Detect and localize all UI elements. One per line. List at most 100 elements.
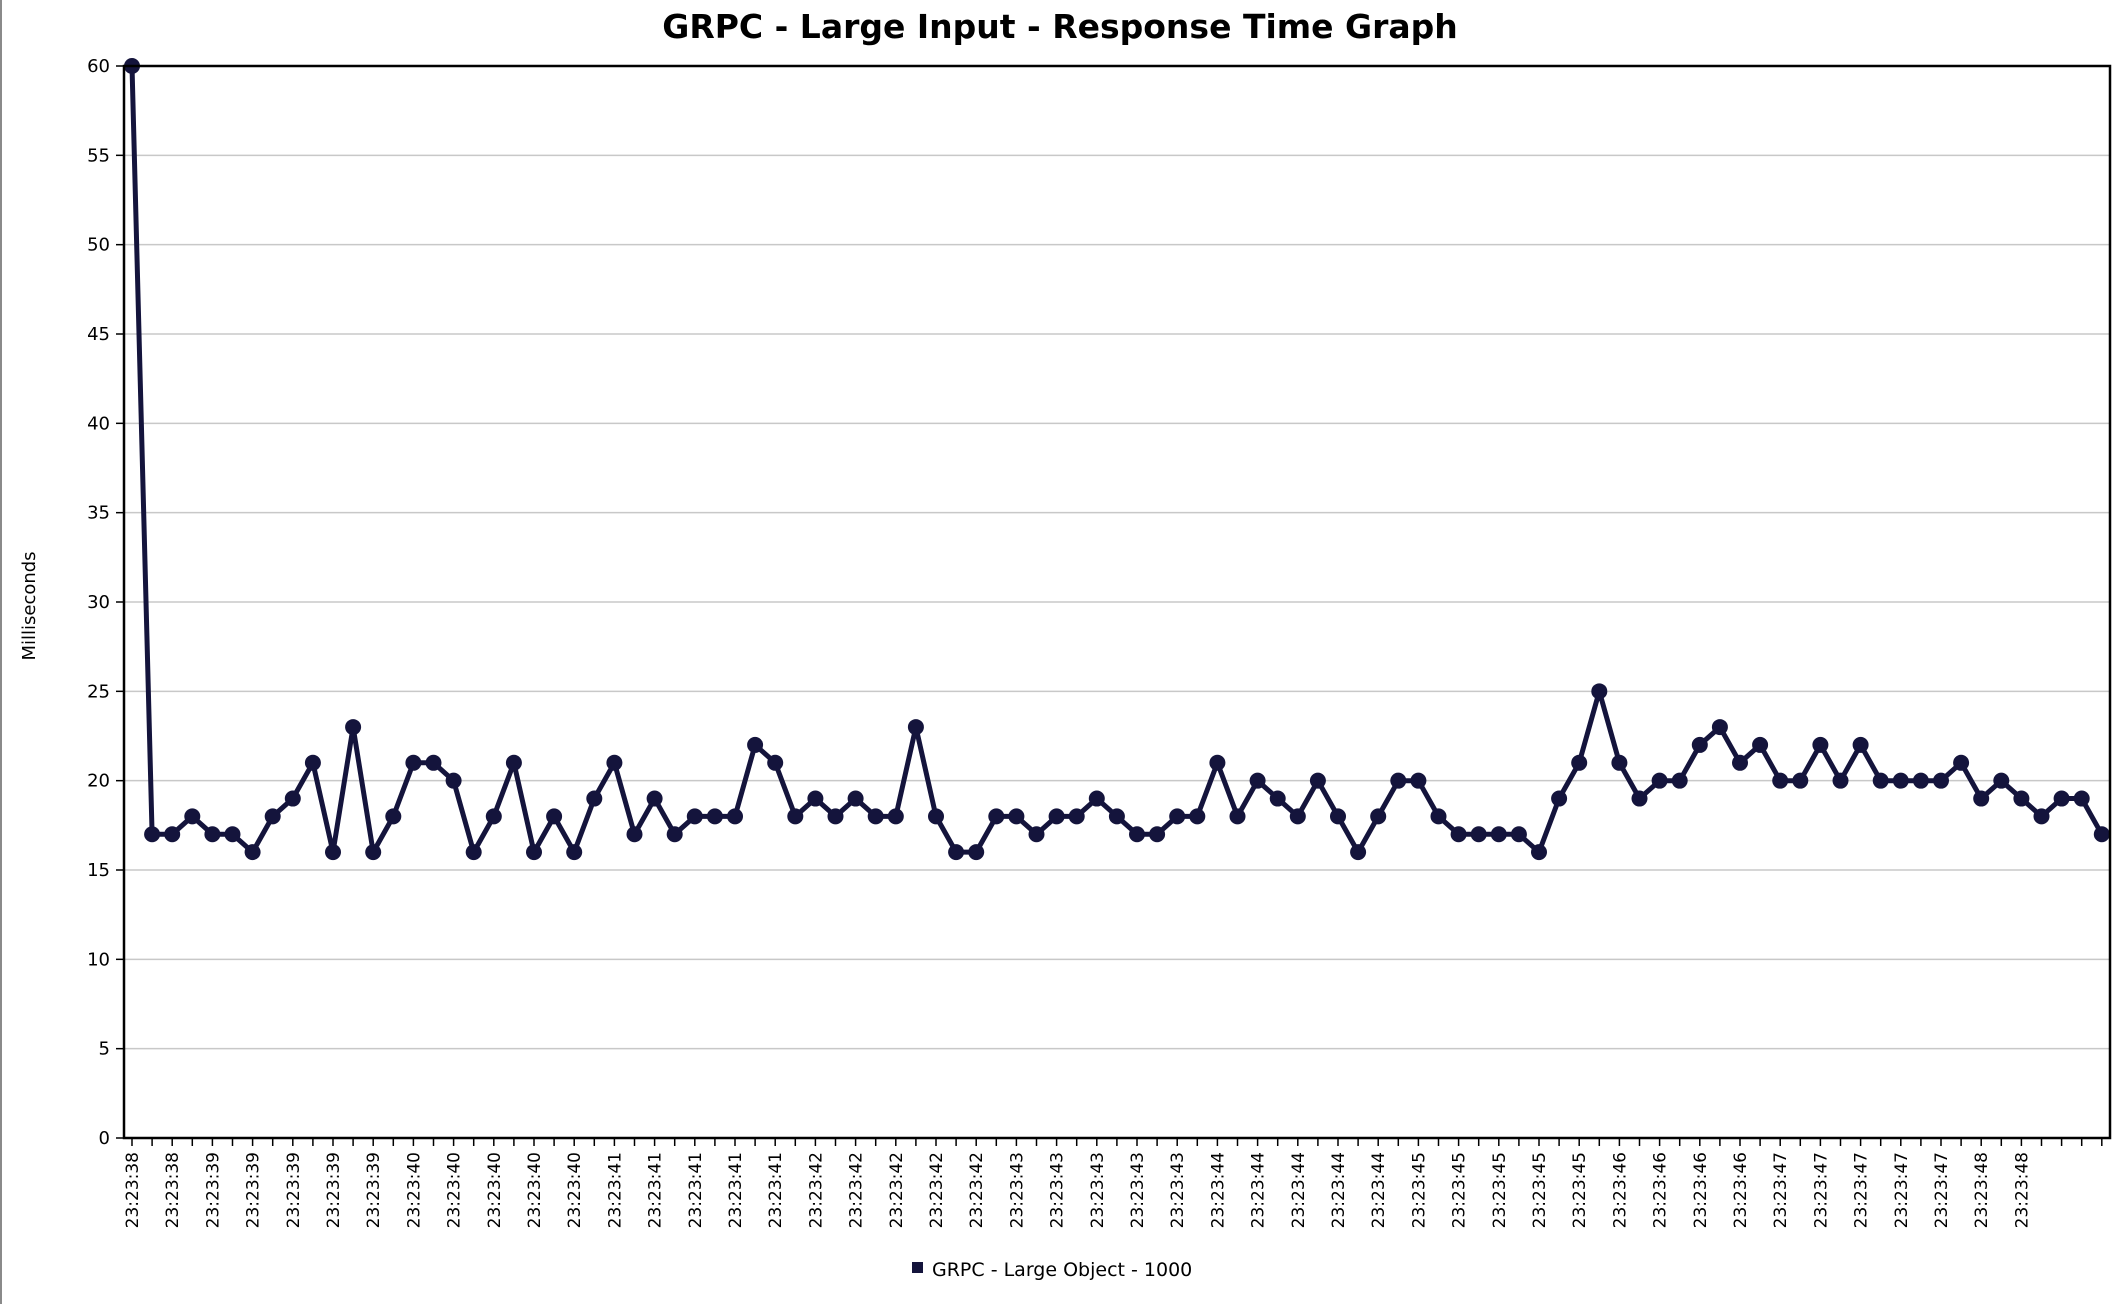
data-point (284, 790, 301, 807)
data-point (1390, 772, 1407, 789)
data-point (1912, 772, 1929, 789)
data-point (1711, 719, 1728, 736)
data-point (606, 754, 623, 771)
x-tick-label: 23:23:41 (766, 1152, 786, 1228)
data-point (1993, 772, 2010, 789)
data-point (1350, 844, 1367, 861)
data-point (767, 754, 784, 771)
data-point (1832, 772, 1849, 789)
left-border (0, 0, 2, 1304)
data-point (887, 808, 904, 825)
data-point (1430, 808, 1447, 825)
data-point (1510, 826, 1527, 843)
x-tick-label: 23:23:41 (605, 1152, 625, 1228)
x-tick-label: 23:23:40 (565, 1152, 585, 1228)
x-tick-label: 23:23:39 (244, 1152, 264, 1228)
data-point (988, 808, 1005, 825)
data-point (2053, 790, 2070, 807)
data-point (144, 826, 161, 843)
x-tick-label: 23:23:48 (2012, 1152, 2032, 1228)
data-point (1953, 754, 1970, 771)
data-point (465, 844, 482, 861)
data-point (2073, 790, 2090, 807)
data-point (264, 808, 281, 825)
data-point (1249, 772, 1266, 789)
x-tick-label: 23:23:42 (847, 1152, 867, 1228)
data-point (1269, 790, 1286, 807)
data-point (244, 844, 261, 861)
x-tick-label: 23:23:45 (1530, 1152, 1550, 1228)
data-point (2033, 808, 2050, 825)
data-point (184, 808, 201, 825)
y-tick-label: 0 (99, 1128, 110, 1149)
x-axis-ticks: 23:23:38 23:23:38 23:23:39 23:23:39 23:23:39… (123, 1138, 2103, 1228)
data-point (1028, 826, 1045, 843)
plot-frame (122, 64, 2112, 1140)
data-point (1209, 754, 1226, 771)
x-tick-label: 23:23:46 (1731, 1152, 1751, 1228)
data-point (586, 790, 603, 807)
x-tick-label: 23:23:43 (1088, 1152, 1108, 1228)
data-point (385, 808, 402, 825)
x-tick-label: 23:23:43 (1168, 1152, 1188, 1228)
data-point (968, 844, 985, 861)
x-tick-label: 23:23:41 (726, 1152, 746, 1228)
data-point (747, 736, 764, 753)
data-point (1812, 736, 1829, 753)
series-line (129, 65, 2104, 855)
series-group (124, 58, 2110, 861)
data-point (1068, 808, 1085, 825)
data-point (1229, 808, 1246, 825)
data-point (365, 844, 382, 861)
data-point (1852, 736, 1869, 753)
x-tick-label: 23:23:47 (1771, 1152, 1791, 1228)
data-point (1551, 790, 1568, 807)
x-tick-label: 23:23:46 (1651, 1152, 1671, 1228)
y-tick-label: 10 (87, 949, 110, 970)
data-point (807, 790, 824, 807)
x-tick-label: 23:23:38 (123, 1152, 143, 1228)
x-tick-label: 23:23:38 (163, 1152, 183, 1228)
x-tick-label: 23:23:43 (1048, 1152, 1068, 1228)
y-tick-label: 40 (87, 413, 110, 434)
x-tick-label: 23:23:42 (806, 1152, 826, 1228)
x-tick-label: 23:23:44 (1208, 1152, 1228, 1228)
data-point (1410, 772, 1427, 789)
legend-swatch (912, 1262, 923, 1273)
y-tick-label: 50 (87, 235, 110, 256)
x-tick-label: 23:23:39 (364, 1152, 384, 1228)
data-point (1671, 772, 1688, 789)
data-point (1531, 844, 1547, 861)
data-point (1189, 808, 1206, 825)
data-point (1450, 826, 1467, 843)
data-point (526, 844, 542, 861)
x-tick-label: 23:23:46 (1610, 1152, 1630, 1228)
data-point (907, 719, 924, 736)
data-point (1149, 826, 1166, 843)
x-tick-label: 23:23:47 (1811, 1152, 1831, 1228)
x-tick-label: 23:23:39 (203, 1152, 223, 1228)
data-point (1470, 826, 1487, 843)
data-point (1631, 790, 1648, 807)
data-point (1892, 772, 1909, 789)
y-tick-label: 25 (87, 681, 110, 702)
data-point (1571, 754, 1588, 771)
x-tick-label: 23:23:40 (445, 1152, 465, 1228)
y-tick-label: 15 (87, 860, 110, 881)
x-tick-label: 23:23:46 (1691, 1152, 1711, 1228)
x-tick-label: 23:23:40 (525, 1152, 545, 1228)
y-tick-label: 35 (87, 503, 110, 524)
data-point (1973, 790, 1990, 807)
data-point (1289, 808, 1306, 825)
data-point (1169, 808, 1186, 825)
data-point (646, 790, 663, 807)
data-point (1330, 808, 1346, 825)
data-point (2093, 826, 2110, 843)
legend-label: GRPC - Large Object - 1000 (932, 1259, 1192, 1281)
x-tick-label: 23:23:44 (1369, 1152, 1389, 1228)
x-tick-label: 23:23:47 (1932, 1152, 1952, 1228)
data-point (345, 719, 362, 736)
data-point (1732, 754, 1748, 771)
data-point (1370, 808, 1387, 825)
data-point (1591, 683, 1608, 700)
